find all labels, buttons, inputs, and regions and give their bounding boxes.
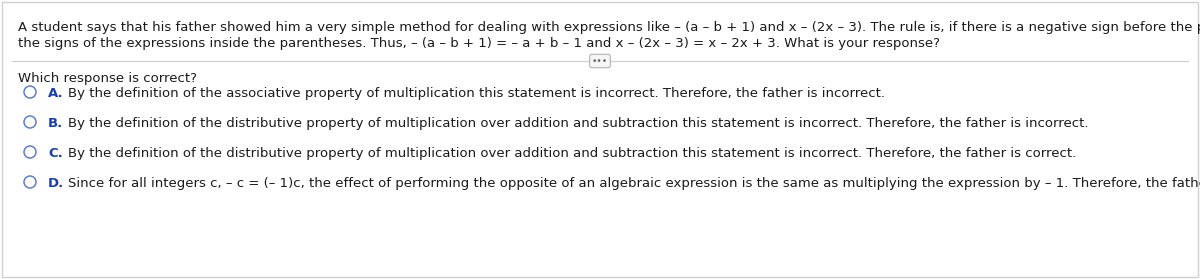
Text: By the definition of the distributive property of multiplication over addition a: By the definition of the distributive pr… <box>68 147 1076 160</box>
Text: B.: B. <box>48 117 64 130</box>
Text: By the definition of the associative property of multiplication this statement i: By the definition of the associative pro… <box>68 87 886 100</box>
Text: A student says that his father showed him a very simple method for dealing with : A student says that his father showed hi… <box>18 21 1200 34</box>
Text: By the definition of the distributive property of multiplication over addition a: By the definition of the distributive pr… <box>68 117 1088 130</box>
Text: the signs of the expressions inside the parentheses. Thus, – (a – b + 1) = – a +: the signs of the expressions inside the … <box>18 37 940 50</box>
Text: Since for all integers c, – c = (– 1)c, the effect of performing the opposite of: Since for all integers c, – c = (– 1)c, … <box>68 177 1200 190</box>
Text: C.: C. <box>48 147 62 160</box>
Text: A.: A. <box>48 87 64 100</box>
Text: D.: D. <box>48 177 65 190</box>
Text: Which response is correct?: Which response is correct? <box>18 72 197 85</box>
Text: •••: ••• <box>592 57 608 66</box>
